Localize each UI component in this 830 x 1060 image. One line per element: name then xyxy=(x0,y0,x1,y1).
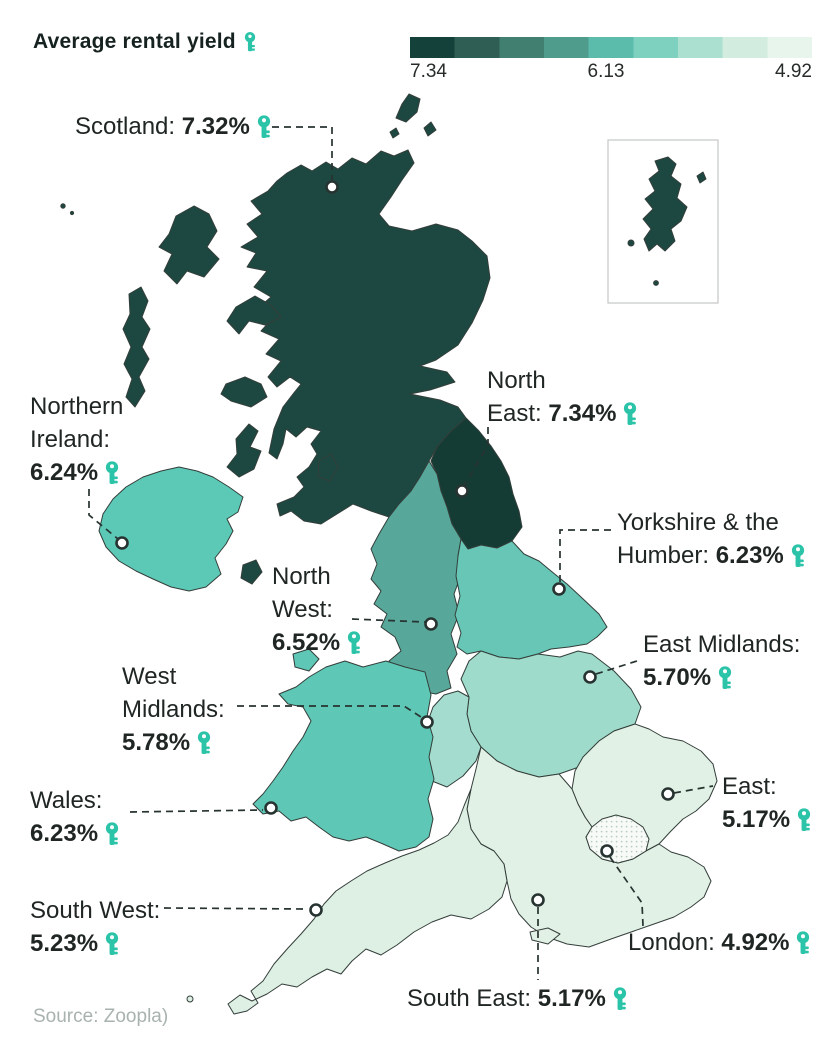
marker-north-west xyxy=(424,617,438,631)
leader-west-midlands xyxy=(237,705,425,720)
marker-south-east xyxy=(531,893,545,907)
legend-tick-low: 4.92 xyxy=(775,61,812,82)
region-northern-ireland xyxy=(98,466,244,592)
region-south-west-scilly xyxy=(186,995,194,1003)
marker-north-east xyxy=(455,484,469,498)
region-scotland-islet xyxy=(69,210,75,216)
marker-london xyxy=(600,844,614,858)
region-scotland-shetland-islet xyxy=(653,280,659,286)
marker-east-midlands xyxy=(583,670,597,684)
marker-yorkshire-humber xyxy=(552,582,566,596)
leader-wales xyxy=(129,809,264,813)
region-wales xyxy=(252,660,435,852)
source-credit: Source: Zoopla) xyxy=(33,1006,169,1027)
legend-tick-mid: 6.13 xyxy=(587,61,625,82)
leader-south-west xyxy=(163,907,308,910)
region-scotland-shetland-islet xyxy=(627,239,635,247)
chart-title: Average rental yield xyxy=(33,30,236,53)
marker-scotland xyxy=(325,180,339,194)
leader-yorkshire-humber xyxy=(559,529,611,582)
region-south-west xyxy=(227,788,508,1015)
marker-east xyxy=(661,787,675,801)
region-north-west xyxy=(370,460,462,695)
chart-header: Average rental yield xyxy=(33,30,256,54)
marker-south-west xyxy=(309,903,323,917)
leader-north-west xyxy=(351,618,426,623)
region-scotland-orkney xyxy=(389,93,437,139)
legend-tick-high: 7.34 xyxy=(410,61,447,82)
region-yorkshire-humber xyxy=(454,538,608,660)
leader-scotland xyxy=(272,126,333,180)
leader-north-east xyxy=(463,427,489,487)
region-wales-anglesey xyxy=(292,648,320,672)
leader-london xyxy=(609,856,644,927)
region-scotland-islet xyxy=(60,203,66,209)
region-scotland-hebrides xyxy=(122,205,339,585)
region-scotland-shetland xyxy=(642,156,707,252)
key-icon xyxy=(244,32,256,52)
marker-wales xyxy=(264,801,278,815)
leader-east xyxy=(673,785,714,794)
marker-northern-ireland xyxy=(115,536,129,550)
marker-west-midlands xyxy=(420,715,434,729)
leader-northern-ireland xyxy=(88,489,119,540)
legend-gradient-bar xyxy=(410,37,812,58)
